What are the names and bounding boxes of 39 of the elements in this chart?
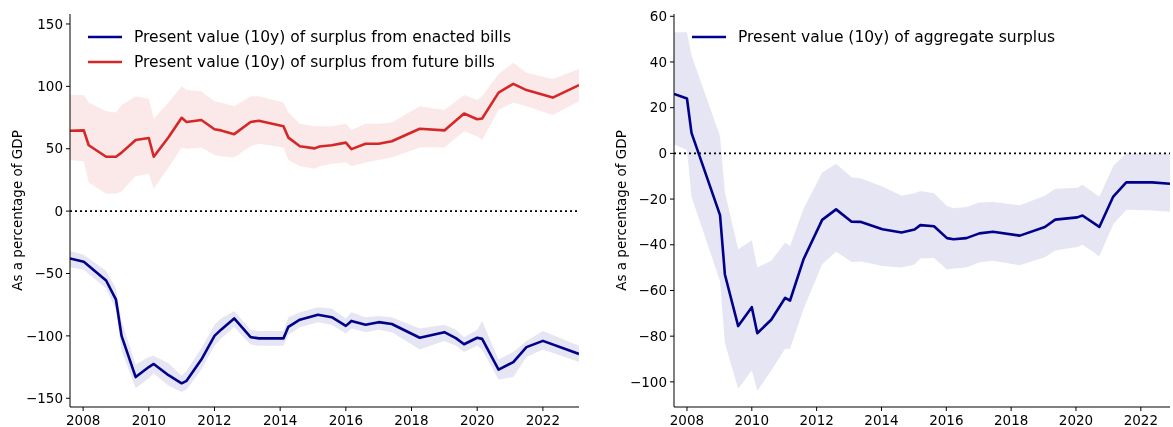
line-series (70, 82, 579, 159)
y-tick-label: 0 (54, 202, 63, 219)
x-tick-label: 2022 (1123, 412, 1158, 427)
legend-label: Present value (10y) of surplus from future bills (134, 53, 495, 72)
x-tick-label: 2020 (460, 412, 495, 427)
y-tick-label: 60 (649, 8, 667, 25)
x-tick-label: 2016 (929, 412, 964, 427)
legend-label: Present value (10y) of surplus from enacted bills (134, 28, 511, 47)
x-tick-label: 2008 (669, 412, 705, 427)
x-tick-label: 2010 (734, 412, 769, 427)
y-tick-label: 20 (649, 99, 667, 116)
y-tick-label: −80 (638, 327, 667, 344)
x-tick-label: 2022 (525, 412, 561, 427)
x-tick-label: 2010 (131, 412, 166, 427)
y-tick-label: 50 (45, 140, 63, 157)
y-tick-label: −50 (34, 265, 63, 282)
legend-label: Present value (10y) of aggregate surplus (738, 28, 1056, 47)
x-tick-label: 2018 (993, 412, 1029, 427)
y-axis-title: As a percentage of GDP (9, 130, 25, 291)
y-tick-label: 100 (37, 78, 63, 95)
y-tick-label: −20 (638, 190, 667, 207)
x-tick-label: 2012 (799, 412, 834, 427)
y-tick-label: −60 (638, 282, 667, 299)
y-tick-label: −150 (25, 389, 63, 406)
x-tick-label: 2020 (1058, 412, 1094, 427)
x-tick-label: 2018 (394, 412, 429, 427)
x-tick-label: 2012 (197, 412, 232, 427)
x-tick-label: 2014 (262, 412, 298, 427)
y-tick-label: −100 (629, 373, 667, 390)
y-tick-label: 0 (658, 145, 667, 162)
y-axis-title: As a percentage of GDP (613, 130, 629, 291)
x-tick-label: 2016 (328, 412, 364, 427)
y-tick-label: 40 (649, 53, 667, 70)
x-tick-label: 2014 (864, 412, 899, 427)
line-series (674, 92, 1170, 335)
x-tick-label: 2008 (65, 412, 101, 427)
y-tick-label: −40 (638, 236, 667, 253)
y-tick-label: 150 (37, 15, 63, 32)
y-tick-label: −100 (25, 327, 63, 344)
